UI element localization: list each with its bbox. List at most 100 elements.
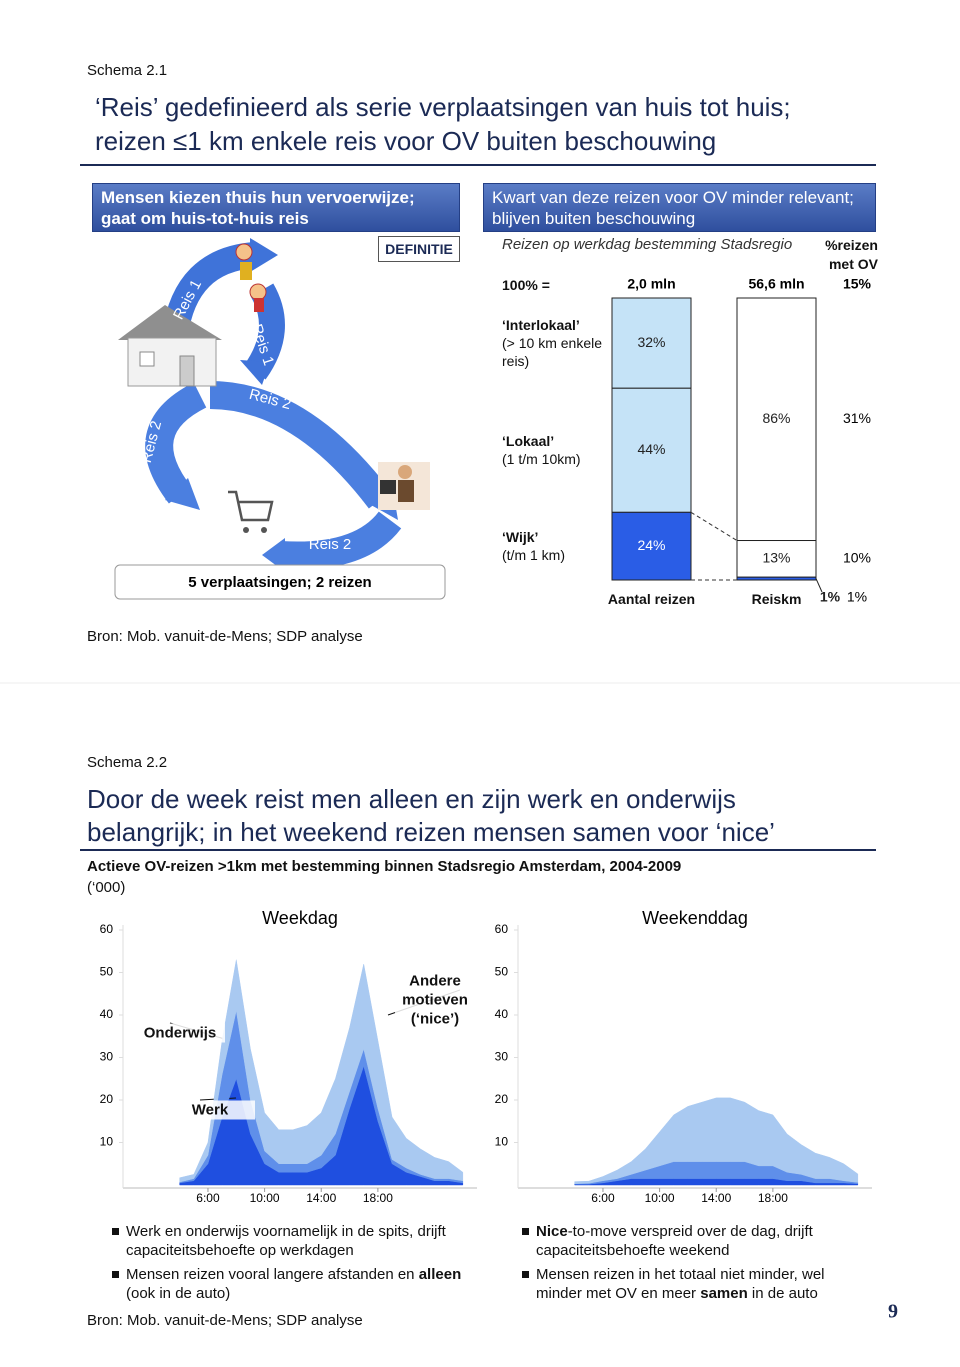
column-value: 1% [847,589,867,605]
source: Bron: Mob. vanuit-de-Mens; SDP analyse [87,1312,363,1329]
title-line: ‘Reis’ gedefinieerd als serie verplaatsi… [95,92,791,122]
y-tick-label: 60 [100,922,114,936]
y-tick-label: 10 [495,1135,509,1149]
schema-label: Schema 2.2 [87,754,168,771]
bar-value-label: 1% [820,589,841,605]
y-tick-label: 20 [100,1092,114,1106]
title-line: Door de week reist men alleen en zijn we… [87,784,736,814]
tag: DEFINITIE [378,236,460,262]
x-tick-label: 18:00 [363,1191,393,1205]
bar-segment [611,297,692,389]
page-number: 9 [888,1301,898,1323]
bullet-text: (ook in de auto) [126,1285,231,1302]
caption-box [114,564,446,600]
bar-total: 56,6 mln [748,276,804,292]
unit: (‘000) [87,879,126,896]
column-total: 15% [843,276,872,292]
connector [690,511,738,541]
x-tick-label: 10:00 [250,1191,280,1205]
bullet-text: Werk en onderwijs voornamelijk in de spi… [126,1223,446,1259]
house-window [139,351,155,367]
area [574,1097,859,1184]
shopping-cart [228,490,274,522]
x-tick-label: 14:00 [701,1191,731,1205]
house-roof [118,305,222,340]
section-header: Kwart van deze reizen voor OV minder rel… [483,183,876,232]
series-label: Andere motieven (‘nice’) [395,971,475,1029]
arrow-head [240,360,270,385]
category-label: ‘Interlokaal’ (> 10 km enkele reis) [502,316,602,370]
y-tick-label: 20 [495,1092,509,1106]
y-tick-label: 30 [100,1050,114,1064]
bar-value-label: 13% [762,550,790,566]
x-tick-label: 6:00 [196,1191,220,1205]
chart-title: Weekenddag [642,908,748,928]
bullet: Mensen reizen in het totaal niet minder,… [522,1265,852,1303]
bullet-text: Mensen reizen vooral langere afstanden e… [126,1266,419,1283]
bar-segment [611,387,692,513]
caption: 5 verplaatsingen; 2 reizen [188,574,371,591]
bar-value-label: 24% [637,537,665,553]
category-name: ‘Wijk’ [502,529,539,546]
bullet-list: Werk en onderwijs voornamelijk in de spi… [112,1222,477,1308]
arrow [209,381,392,509]
bar-total: 2,0 mln [627,276,675,292]
y-tick-label: 40 [495,1007,509,1021]
subtitle: Actieve OV-reizen >1km met bestemming bi… [87,858,682,875]
bullet-text: Nice [536,1223,568,1240]
y-tick-label: 50 [495,965,509,979]
y-tick-label: 10 [100,1135,114,1149]
chart-title: Weekdag [262,908,338,928]
bullet: Werk en onderwijs voornamelijk in de spi… [112,1222,477,1260]
category-detail: (t/m 1 km) [502,547,565,564]
series-label: Onderwijs [135,1023,225,1043]
column-value: 10% [843,550,871,566]
chart-subtitle: Reizen op werkdag bestemming Stadsregio [502,236,793,253]
title-line: reizen ≤1 km enkele reis voor OV buiten … [95,126,717,156]
arrow-head [165,478,200,510]
bullet-text: Mensen reizen in het totaal niet minder,… [536,1266,825,1302]
bar-value-label: 32% [637,334,665,350]
leader-line [815,578,823,593]
bullet-text: alleen [418,1266,462,1283]
arrow-label: Reis 2 [309,536,352,553]
category-label: ‘Wijk’ (t/m 1 km) [502,528,602,564]
bar-segment [611,511,692,581]
computer [380,480,396,494]
bullet-text: samen [700,1285,748,1302]
bullet-text: in de auto [747,1285,818,1302]
arrow [279,511,402,570]
bar-name: Aantal reizen [607,591,696,607]
area [179,959,464,1183]
shopping-cart [261,527,267,533]
bullet-list: Nice-to-move verspreid over de dag, drij… [522,1222,852,1308]
x-tick-label: 14:00 [306,1191,336,1205]
bar-value-label: 44% [637,441,665,457]
bar-segment [736,297,817,542]
x-tick-label: 6:00 [591,1191,615,1205]
y-tick-label: 40 [100,1007,114,1021]
source: Bron: Mob. vanuit-de-Mens; SDP analyse [87,628,363,645]
person [254,298,264,312]
house-door [179,355,195,387]
bar-segment [736,576,817,581]
category-label: ‘Lokaal’ (1 t/m 10km) [502,432,602,468]
illustration: Reis 1 Reis 1 Reis 2 Reis 2 Reis 2 [118,238,430,572]
bullet: Mensen reizen vooral langere afstanden e… [112,1265,477,1303]
y-tick-label: 50 [100,965,114,979]
arrow-head [250,238,278,272]
y-tick-label: 30 [495,1050,509,1064]
office-worker [398,465,412,479]
shopping-cart [243,527,249,533]
bullet-text: -to-move verspreid over de dag, drijft c… [536,1223,813,1259]
total-label: 100% = [502,277,550,293]
person [249,283,267,301]
y-tick-label: 60 [495,922,509,936]
arrow-head [262,538,285,572]
person [240,262,252,280]
bar-name: Reiskm [751,591,802,607]
person [235,243,253,261]
x-tick-label: 18:00 [758,1191,788,1205]
